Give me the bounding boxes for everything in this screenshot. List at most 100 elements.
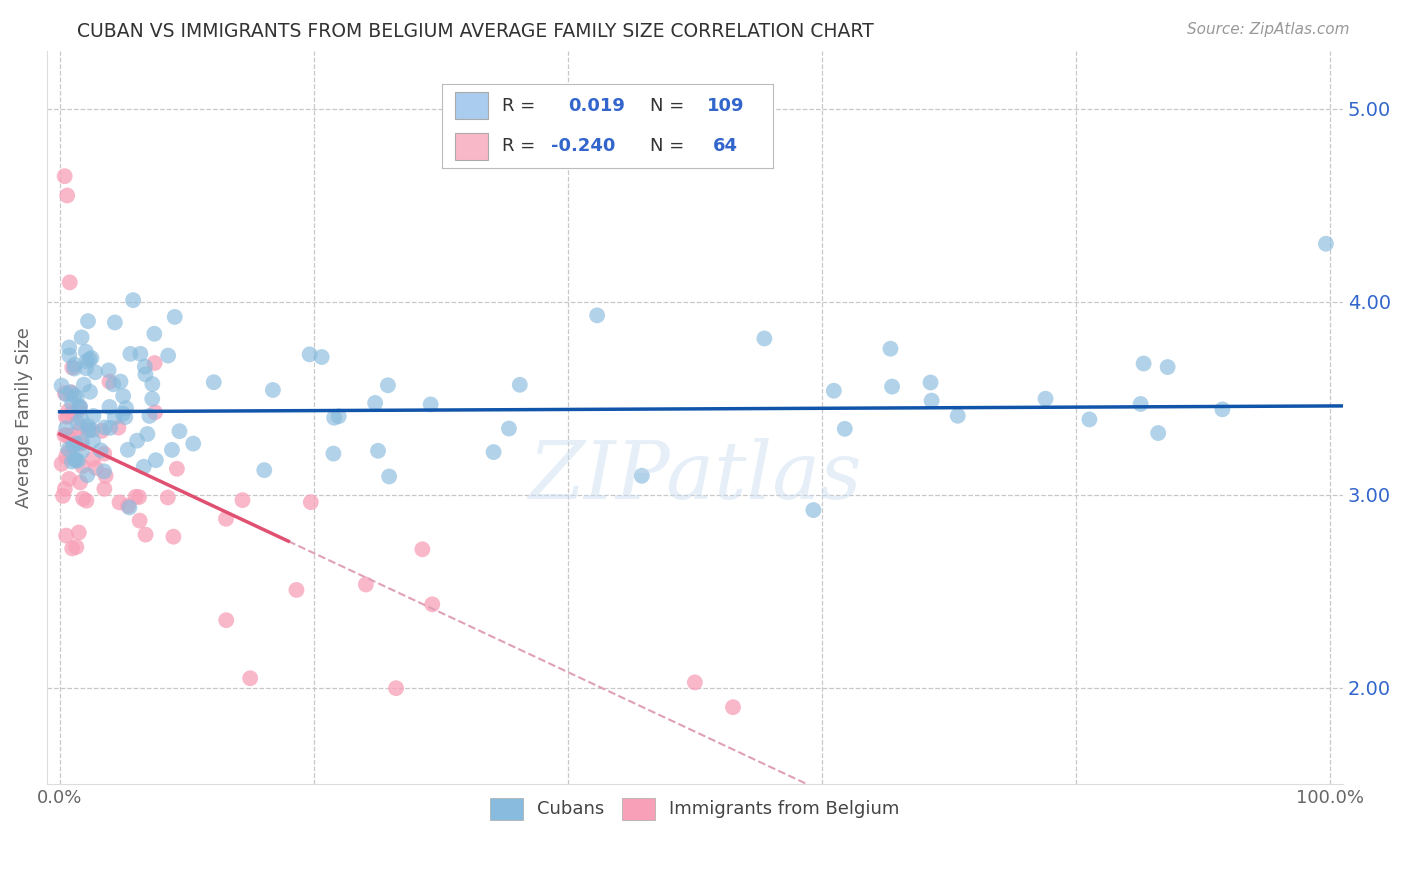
Point [58,341,80,355]
Point [117,442,139,457]
Point [253,463,276,477]
Point [94,468,117,483]
Point [419,397,441,411]
Point [67,525,90,540]
Point [55,421,77,435]
Point [56,188,79,202]
Point [63,361,86,376]
Point [76,468,98,483]
Point [55,528,77,542]
Point [82,423,104,437]
Point [202,375,225,389]
Point [65,453,87,467]
Point [93,420,115,434]
Point [1147,425,1170,440]
Point [122,293,145,308]
Point [75,361,97,376]
Point [111,407,134,421]
Point [141,377,163,392]
Point [135,527,157,541]
Point [59,385,82,400]
Point [160,442,183,457]
Point [509,377,531,392]
Point [52,489,75,503]
Point [110,375,132,389]
Point [920,376,942,390]
Point [721,700,744,714]
Point [63,427,86,442]
Point [1132,357,1154,371]
Point [98,421,121,435]
Point [93,464,115,478]
Point [63,388,86,402]
Point [55,409,77,424]
Point [63,358,86,372]
Point [72,491,94,506]
Point [58,404,80,418]
Point [162,530,184,544]
Point [134,368,156,382]
Point [53,428,76,442]
Point [299,495,322,509]
Point [60,385,83,400]
Point [67,401,90,415]
Point [77,419,100,434]
Point [77,423,100,437]
Point [69,436,91,450]
Point [145,453,167,467]
Point [84,365,107,379]
Point [754,331,776,345]
Point [65,391,87,405]
Point [80,351,103,365]
Text: Source: ZipAtlas.com: Source: ZipAtlas.com [1187,22,1350,37]
Point [879,342,901,356]
Point [1156,360,1178,375]
Point [79,352,101,367]
Point [51,378,73,392]
Point [156,491,179,505]
Point [108,495,131,509]
Point [169,424,191,438]
Point [53,386,76,401]
Point [143,326,166,341]
Point [115,401,138,416]
Point [66,454,89,468]
Point [56,409,79,424]
Point [66,416,89,430]
Point [239,671,262,685]
Point [166,462,188,476]
Point [73,377,96,392]
Point [586,309,609,323]
Point [60,541,83,556]
Point [364,396,387,410]
Point [60,397,83,411]
Point [93,447,115,461]
Point [98,375,121,389]
Point [58,442,80,456]
Point [1211,402,1233,417]
Point [181,436,204,450]
Point [70,444,93,458]
Point [946,409,969,423]
Point [1078,412,1101,426]
Point [385,681,408,696]
Point [63,453,86,467]
Point [311,350,333,364]
Point [498,421,520,435]
Point [231,493,253,508]
Point [69,401,91,415]
Point [55,387,77,401]
Point [76,354,98,368]
Point [143,356,166,370]
Point [97,363,120,377]
Point [157,349,180,363]
Point [53,482,76,496]
Point [77,314,100,328]
Point [75,493,97,508]
Point [285,582,308,597]
Point [323,410,346,425]
Point [70,435,93,450]
Point [103,377,125,392]
Point [1035,392,1057,406]
Point [141,392,163,406]
